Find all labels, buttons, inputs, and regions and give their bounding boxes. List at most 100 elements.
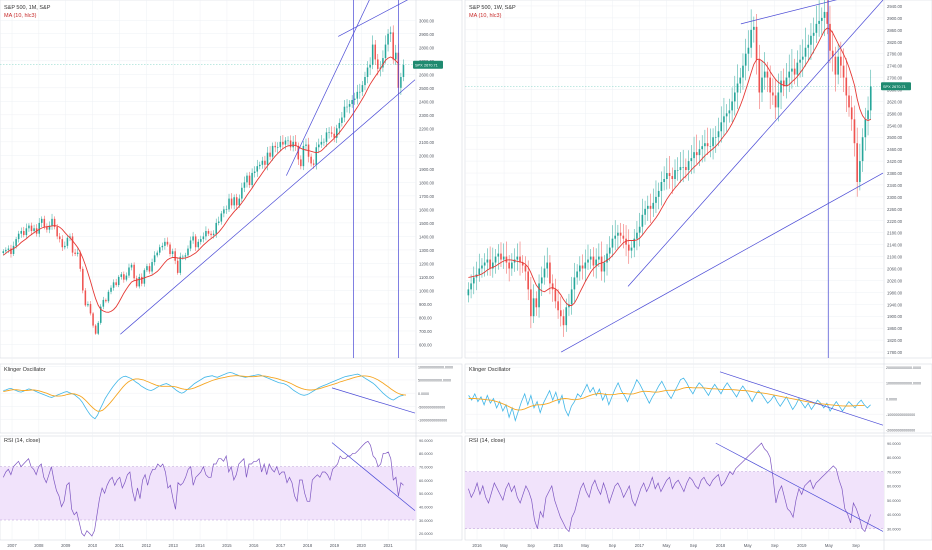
right-candle-body <box>483 262 486 266</box>
left-candle-body <box>235 197 238 206</box>
right-candle-body <box>535 298 538 308</box>
left-candle-body <box>174 251 176 261</box>
right-price-tick-label: 1900.00 <box>887 314 903 319</box>
left-candle-body <box>297 145 300 160</box>
left-candle-body <box>169 244 171 254</box>
left-price-tick-label: 2200.00 <box>419 126 435 131</box>
left-candle-body <box>233 197 235 206</box>
right-candle-body <box>842 65 845 78</box>
right-candle-body <box>701 146 704 150</box>
right-price-tag-value: 2670.71 <box>892 85 906 89</box>
right-candle-body <box>486 259 489 263</box>
right-klinger-tick-label: -20000000000000 <box>886 429 915 433</box>
left-candle-body <box>115 282 117 286</box>
left-trendline-channel <box>286 0 370 176</box>
right-date-tick-label: 2017 <box>635 543 645 548</box>
left-price-tick-label: 1400.00 <box>419 234 435 239</box>
right-candle-body <box>467 289 470 296</box>
right-candle-body <box>527 271 529 290</box>
left-klinger-line <box>3 372 404 420</box>
right-candle-body <box>720 122 723 132</box>
left-candle-body <box>125 275 128 280</box>
right-candle-body <box>579 265 581 272</box>
right-candle-body <box>714 137 717 138</box>
left-date-tick-label: 2007 <box>7 543 17 548</box>
right-candle-body <box>815 23 818 33</box>
right-rsi-tick-label: 70.0000 <box>887 470 901 474</box>
left-candle-body <box>241 187 243 199</box>
right-chart[interactable]: S&P 500, 1W, S&P MA (10, hlc3) Klinger O… <box>464 0 932 550</box>
left-candle-body <box>220 213 223 222</box>
left-candle-body <box>148 266 151 272</box>
right-date-tick-label: Sep <box>527 543 535 548</box>
right-klinger-signal-line <box>468 387 865 411</box>
left-candle-body <box>261 160 264 165</box>
right-candle-body <box>478 268 481 275</box>
right-rsi-tick-label: 80.0000 <box>887 456 901 460</box>
right-candle-body <box>573 277 576 290</box>
left-candle-body <box>135 278 138 287</box>
left-candle-body <box>117 276 120 286</box>
left-candle-body <box>128 267 130 276</box>
right-candle-body <box>497 253 500 257</box>
left-klinger-pane <box>0 363 463 434</box>
right-candle-body <box>666 173 668 179</box>
left-date-tick-label: 2012 <box>142 543 152 548</box>
left-main-pane <box>0 0 463 359</box>
left-candle-body <box>384 44 387 59</box>
left-klinger-label: Klinger Oscillator <box>4 367 46 373</box>
left-date-tick-label: 2017 <box>276 543 286 548</box>
right-rsi-tick-label: 50.0000 <box>887 499 901 503</box>
right-candle-body <box>766 71 769 78</box>
right-ma-line <box>468 27 871 306</box>
right-rsi-tick-label: 30.0000 <box>887 527 901 531</box>
left-candle-body <box>17 233 20 240</box>
right-candle-body <box>652 202 655 209</box>
left-price-tick-label: 1000.00 <box>419 288 435 293</box>
left-candle-body <box>87 303 89 306</box>
left-date-tick-label: 2013 <box>169 543 179 548</box>
left-candle-body <box>5 249 7 252</box>
right-trendline-rising <box>627 0 884 287</box>
left-candle-body <box>189 240 192 249</box>
right-price-tick-label: 2580.00 <box>887 111 903 116</box>
left-candle-body <box>392 32 394 60</box>
right-candle-body <box>856 143 858 182</box>
left-ma-line <box>3 56 399 313</box>
left-date-tick-label: 2014 <box>195 543 205 548</box>
right-candle-body <box>489 259 491 269</box>
right-price-tick-label: 1780.00 <box>887 350 903 355</box>
right-candle-body <box>657 190 660 197</box>
right-candle-body <box>750 29 752 48</box>
right-candle-body <box>782 80 785 87</box>
left-candle-body <box>338 122 341 129</box>
right-klinger-tick-label: -10000000000000 <box>886 413 915 417</box>
right-rsi-label: RSI (14, close) <box>469 438 506 444</box>
right-candle-body <box>747 47 750 54</box>
left-price-tick-label: 2500.00 <box>419 86 435 91</box>
left-candle-body <box>99 306 102 323</box>
right-candle-body <box>840 56 842 66</box>
right-price-tick-label: 2900.00 <box>887 16 903 21</box>
left-candle-body <box>287 140 289 142</box>
left-date-tick-label: 2008 <box>34 543 44 548</box>
left-candle-body <box>94 325 97 334</box>
right-date-tick-label: May <box>581 543 590 548</box>
left-price-tick-label: 700.00 <box>419 329 432 334</box>
left-candle-body <box>51 218 53 226</box>
left-price-tag-symbol: SPX <box>415 64 423 68</box>
left-date-tick-label: 2019 <box>330 543 340 548</box>
right-candle-body <box>619 232 622 236</box>
right-date-tick-label: Sep <box>609 543 617 548</box>
right-candle-body <box>627 244 630 251</box>
left-candle-body <box>364 77 366 86</box>
left-klinger-trendline <box>331 387 416 414</box>
right-trendline-top <box>740 0 838 25</box>
left-candle-body <box>53 218 56 227</box>
left-chart[interactable]: S&P 500, 1M, S&P MA (10, hlc3) Klinger O… <box>0 0 463 550</box>
right-candle-body <box>660 181 663 191</box>
left-price-tick-label: 1100.00 <box>419 275 434 280</box>
right-candle-body <box>799 59 801 63</box>
left-candle-body <box>184 255 187 257</box>
left-candle-body <box>102 299 105 307</box>
